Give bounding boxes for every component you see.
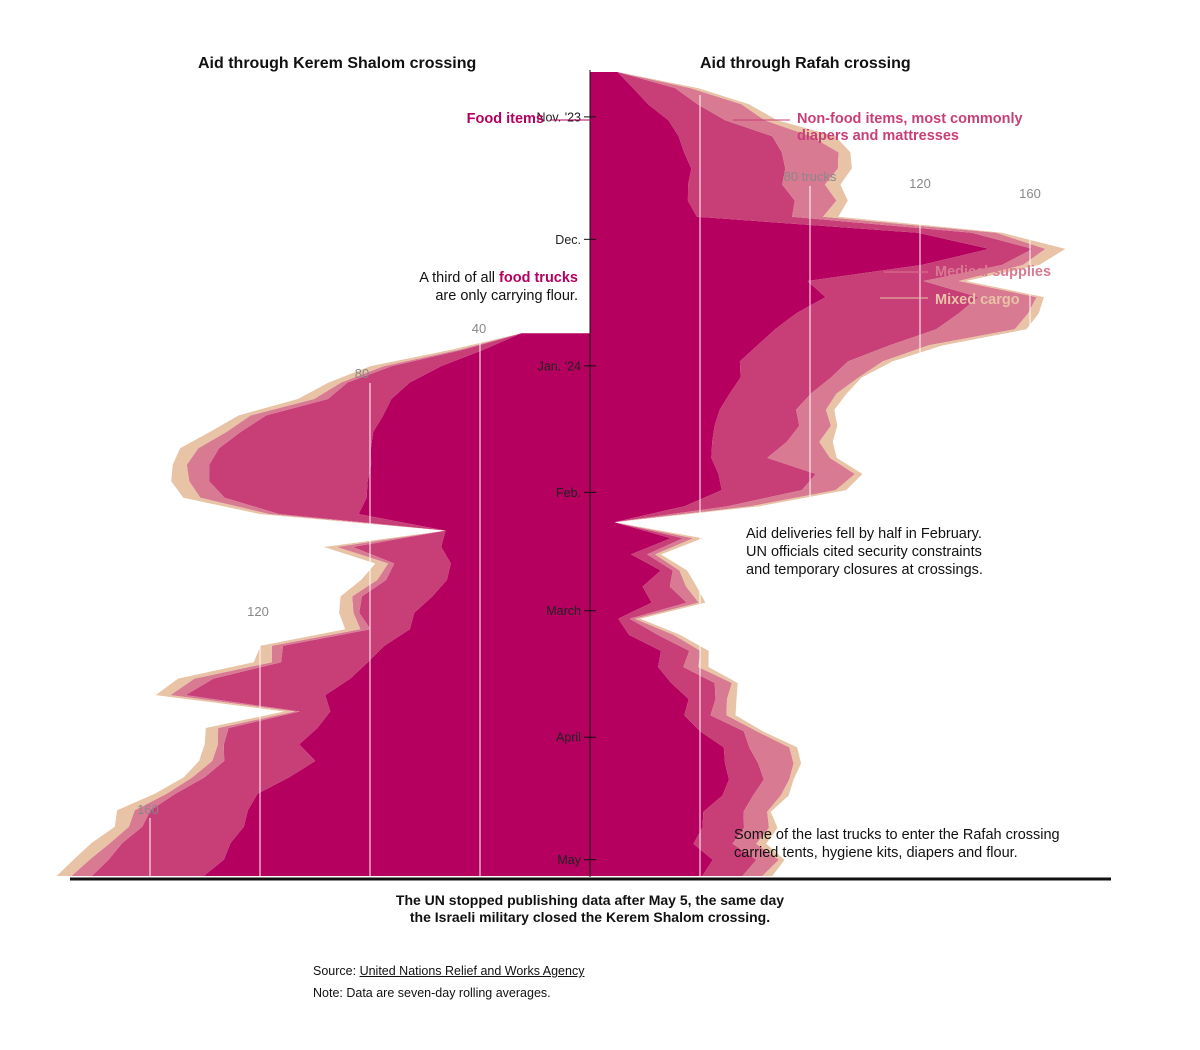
rafah-nonfood-area [614,72,1033,876]
nonfood-items-label-line1: Non-food items, most commonly [797,111,1023,127]
rafah-areas [590,72,1066,876]
may-annotation-line2: carried tents, hygiene kits, diapers and… [734,845,1018,861]
month-label-march: March [546,604,581,618]
source-block: Source: United Nations Relief and Works … [313,960,584,1004]
kerem-food-area [203,333,591,876]
rafah-food-area [590,72,990,876]
kerem-tick-label-160: 160 [137,802,159,817]
kerem-tick-label-40: 40 [472,321,486,336]
flour-annotation-prefix: A third of all [419,270,499,286]
source-link[interactable]: United Nations Relief and Works Agency [359,964,585,978]
kerem-tick-label-80: 80 [355,366,369,381]
feb-annotation-line3: and temporary closures at crossings. [746,562,983,578]
month-label-jan: Jan. '24 [538,359,581,373]
nonfood-items-label-line2: diapers and mattresses [797,128,959,144]
flour-annotation-line1: A third of all food trucks [419,270,578,286]
month-label-feb: Feb. [556,486,581,500]
kerem-tick-label-120: 120 [247,604,269,619]
flour-annotation-emphasis: food trucks [499,270,578,286]
month-label-dec: Dec. [555,233,581,247]
rafah-panel-title: Aid through Rafah crossing [700,55,911,72]
feb-annotation-line2: UN officials cited security constraints [746,544,982,560]
kerem-mixed-area [56,333,522,876]
mixed-cargo-label: Mixed cargo [935,292,1020,308]
footer-note-line1: The UN stopped publishing data after May… [396,892,784,908]
kerem-panel-title: Aid through Kerem Shalom crossing [198,55,476,72]
rafah-tick-label-120: 120 [909,176,931,191]
rafah-tick-label-160: 160 [1019,186,1041,201]
kerem-nonfood-area [91,333,522,876]
footer-note-line2: the Israeli military closed the Kerem Sh… [410,909,770,925]
flour-annotation-line2: are only carrying flour. [435,288,578,304]
may-annotation-line1: Some of the last trucks to enter the Raf… [734,827,1060,843]
medical-supplies-label: Medical supplies [935,264,1051,280]
rafah-tick-label-80: 80 trucks [784,169,837,184]
month-label-may: May [557,853,581,867]
feb-annotation-line1: Aid deliveries fell by half in February. [746,526,982,542]
rafah-medical-area [614,72,1046,876]
source-label: Source: [313,964,360,978]
source-line: Source: United Nations Relief and Works … [313,960,584,982]
gridlines [149,95,1031,876]
month-ticks: Nov. '23 Dec. Jan. '24 Feb. March April May [536,110,596,867]
source-note: Note: Data are seven-day rolling average… [313,986,551,1000]
month-label-april: April [556,731,581,745]
kerem-areas [56,333,591,876]
food-items-label: Food items [467,111,544,127]
month-label-nov: Nov. '23 [536,110,581,124]
